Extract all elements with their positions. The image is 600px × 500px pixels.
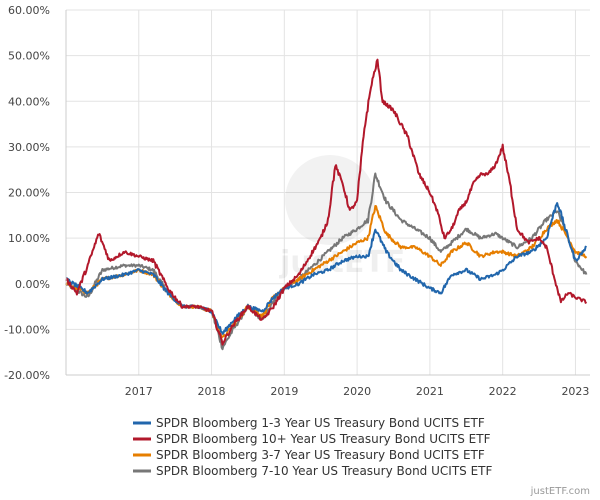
legend-label: SPDR Bloomberg 7-10 Year US Treasury Bon… <box>156 464 492 478</box>
y-tick-label: -20.00% <box>4 369 50 382</box>
series-line-2 <box>65 58 588 346</box>
x-tick-label: 2019 <box>270 385 298 398</box>
series-line-4 <box>65 172 588 351</box>
x-tick-label: 2018 <box>198 385 226 398</box>
legend-label: SPDR Bloomberg 10+ Year US Treasury Bond… <box>156 432 491 446</box>
y-tick-label: 10.00% <box>8 232 50 245</box>
series-line-1 <box>65 202 588 335</box>
legend-label: SPDR Bloomberg 3-7 Year US Treasury Bond… <box>156 448 485 462</box>
x-tick-label: 2021 <box>416 385 444 398</box>
y-axis: -20.00% -10.00% 0.00% 10.00% 20.00% 30.00% 40.… <box>4 4 50 382</box>
legend-label: SPDR Bloomberg 1-3 Year US Treasury Bond… <box>156 416 485 430</box>
credit-text: justETF.com <box>530 486 590 497</box>
legend: SPDR Bloomberg 1-3 Year US Treasury Bond… <box>133 416 492 478</box>
y-tick-label: 0.00% <box>15 278 50 291</box>
x-tick-label: 2020 <box>343 385 371 398</box>
x-axis: 2017 2018 2019 2020 2021 2022 2023 <box>125 385 590 398</box>
y-tick-label: 50.00% <box>8 50 50 63</box>
plot-area <box>65 58 588 351</box>
y-tick-label: 60.00% <box>8 4 50 17</box>
x-tick-label: 2022 <box>489 385 517 398</box>
y-tick-label: 30.00% <box>8 141 50 154</box>
x-tick-label: 2023 <box>561 385 589 398</box>
y-tick-label: -10.00% <box>4 323 50 336</box>
x-tick-label: 2017 <box>125 385 153 398</box>
y-tick-label: 20.00% <box>8 187 50 200</box>
y-tick-label: 40.00% <box>8 95 50 108</box>
